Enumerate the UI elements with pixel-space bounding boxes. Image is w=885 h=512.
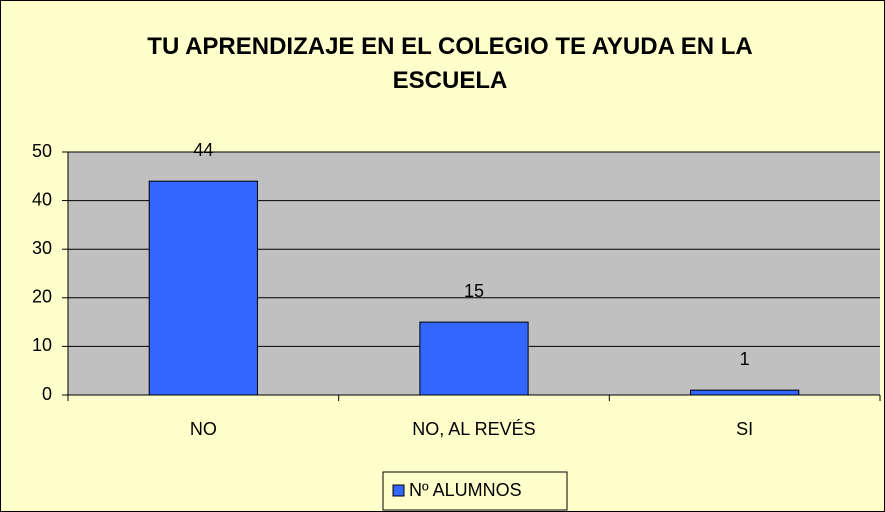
y-tick-label: 0	[42, 384, 52, 404]
y-tick-label: 20	[32, 287, 52, 307]
legend-swatch	[392, 484, 405, 497]
data-label: 15	[464, 281, 484, 301]
y-tick-label: 40	[32, 189, 52, 209]
bar	[419, 321, 529, 396]
y-tick-label: 50	[32, 141, 52, 161]
chart-title: TU APRENDIZAJE EN EL COLEGIO TE AYUDA EN…	[147, 33, 753, 94]
legend-box	[382, 471, 568, 511]
legend-label: Nº ALUMNOS	[409, 480, 522, 500]
data-label: 1	[740, 349, 750, 369]
y-tick-label: 30	[32, 238, 52, 258]
bar	[148, 180, 258, 396]
x-tick-label: NO, AL REVÉS	[412, 419, 535, 439]
x-tick-label: NO	[190, 419, 217, 439]
data-label: 44	[193, 140, 213, 160]
x-tick-label: SI	[736, 419, 753, 439]
y-tick-label: 10	[32, 335, 52, 355]
bar	[690, 389, 800, 396]
